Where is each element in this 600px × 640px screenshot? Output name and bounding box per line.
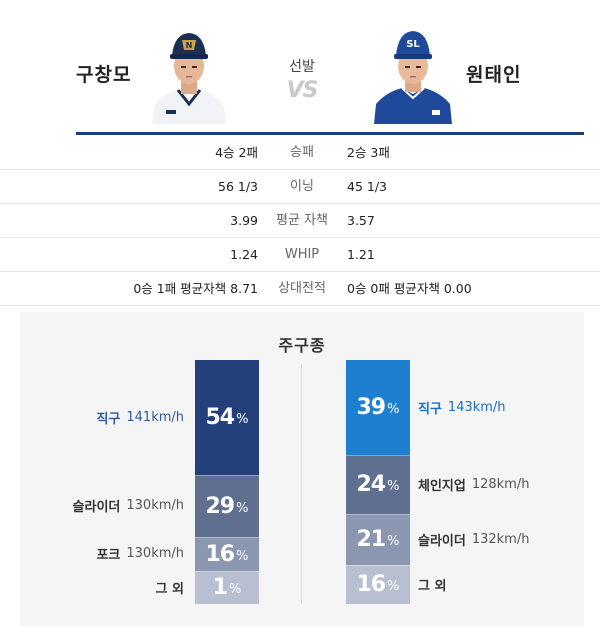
stat-row-whip: 1.24 WHIP 1.21: [0, 238, 600, 272]
pitch-mix-title: 주구종: [278, 336, 326, 355]
svg-text:N: N: [186, 41, 193, 50]
percent-sign: %: [387, 479, 400, 495]
left-pitch-label-3: 그 외: [156, 571, 184, 604]
stat-row-innings: 56 1/3 이닝 45 1/3: [0, 170, 600, 204]
percent-sign: %: [236, 412, 249, 427]
left-stat-value: 3.99: [230, 213, 258, 228]
pitch-name: 포크: [96, 548, 121, 564]
pitch-speed: 128km/h: [471, 476, 530, 492]
left-pitcher-avatar-icon: N: [148, 26, 230, 124]
right-stat-value: 1.21: [347, 247, 375, 262]
pitch-name: 그 외: [418, 578, 447, 594]
left-pitch-label-0: 직구 141km/h: [96, 360, 184, 475]
stat-label: 이닝: [290, 179, 314, 194]
right-pitch-percent-value: 24: [356, 472, 387, 498]
left-pitch-percent-value: 54: [205, 405, 236, 430]
stat-row-era: 3.99 평균 자책 3.57: [0, 204, 600, 238]
right-stat-value: 45 1/3: [347, 179, 387, 194]
left-stat-value: 0승 1패 평균자책 8.71: [133, 281, 258, 296]
left-pitcher-photo[interactable]: N: [148, 26, 230, 124]
percent-sign: %: [236, 548, 249, 564]
left-pitch-percent-value: 29: [205, 493, 236, 519]
right-pitch-label-1: 체인지업 128km/h: [418, 455, 529, 514]
left-pitch-label-1: 슬라이더 130km/h: [73, 475, 184, 537]
stats-table: 4승 2패 승패 2승 3패 56 1/3 이닝 45 1/3 3.99 평균 …: [0, 136, 600, 306]
stat-label: WHIP: [284, 247, 320, 262]
right-pitch-bar-1: 24%: [346, 455, 410, 514]
left-pitch-percent-value: 1: [212, 575, 228, 601]
left-stat-value: 1.24: [230, 247, 258, 262]
vs-text: VS: [286, 78, 319, 103]
right-pitch-label-3: 그 외: [418, 565, 446, 604]
pitch-mix-divider: [301, 364, 302, 604]
svg-text:SL: SL: [406, 39, 420, 50]
pitch-speed: 130km/h: [126, 498, 184, 514]
right-pitch-bar-0: 39%: [346, 360, 410, 456]
starter-label: 선발: [289, 59, 315, 75]
right-pitch-bar-2: 21%: [346, 513, 410, 565]
percent-sign: %: [387, 402, 400, 418]
percent-sign: %: [387, 534, 400, 550]
stat-label: 승패: [290, 145, 314, 160]
right-pitcher-avatar-icon: SL: [372, 26, 454, 124]
pitch-speed: 130km/h: [126, 546, 184, 562]
right-pitch-label-2: 슬라이더 132km/h: [418, 514, 529, 565]
right-pitch-percent-value: 39: [356, 395, 387, 421]
right-pitcher-photo[interactable]: SL: [372, 26, 454, 124]
percent-sign: %: [228, 582, 242, 598]
right-pitch-label-0: 직구 143km/h: [418, 360, 506, 455]
pitch-speed: 141km/h: [126, 410, 184, 425]
percent-sign: %: [387, 579, 400, 595]
right-pitch-column: 39% 24% 21% 16%: [346, 360, 410, 604]
pitch-name: 슬라이더: [418, 533, 466, 549]
right-pitch-percent-value: 21: [356, 527, 387, 553]
percent-sign: %: [236, 500, 249, 516]
left-pitch-column: 54% 29% 16% 1%: [195, 360, 259, 604]
left-stat-value: 4승 2패: [215, 145, 258, 160]
left-pitch-percent-value: 16: [205, 541, 236, 567]
left-pitch-bar-0: 54%: [195, 360, 259, 475]
pitch-name: 직구: [418, 402, 442, 418]
stat-row-record: 4승 2패 승패 2승 3패: [0, 136, 600, 170]
header-divider: [76, 132, 584, 135]
pitch-name: 체인지업: [418, 478, 466, 494]
stat-row-head-to-head: 0승 1패 평균자책 8.71 상대전적 0승 0패 평균자책 0.00: [0, 272, 600, 306]
pitch-mix-panel: 주구종 54% 29% 16% 1% 39% 24% 21% 16% 직구 141km/h 슬라…: [20, 312, 584, 626]
stat-label: 평균 자책: [276, 213, 328, 228]
right-pitcher-name[interactable]: 원태인: [466, 64, 522, 86]
left-pitch-label-2: 포크 130km/h: [96, 537, 184, 571]
left-pitch-bar-2: 16%: [195, 536, 259, 571]
pitch-speed: 132km/h: [471, 531, 530, 547]
right-stat-value: 0승 0패 평균자책 0.00: [347, 281, 472, 296]
left-pitch-bar-1: 29%: [195, 475, 259, 537]
stat-label: 상대전적: [278, 281, 326, 296]
right-stat-value: 3.57: [347, 213, 375, 228]
pitch-speed: 143km/h: [447, 400, 506, 416]
left-stat-value: 56 1/3: [218, 179, 258, 194]
right-pitch-percent-value: 16: [356, 572, 387, 598]
pitch-name: 직구: [96, 412, 121, 427]
matchup-header: 구창모 N 선발 VS: [0, 0, 600, 136]
left-pitcher-name[interactable]: 구창모: [76, 64, 132, 86]
pitch-name: 슬라이더: [72, 500, 121, 516]
right-pitch-bar-3: 16%: [346, 564, 410, 604]
left-pitch-bar-3: 1%: [195, 570, 259, 604]
right-stat-value: 2승 3패: [347, 145, 390, 160]
pitch-name: 그 외: [155, 581, 184, 597]
